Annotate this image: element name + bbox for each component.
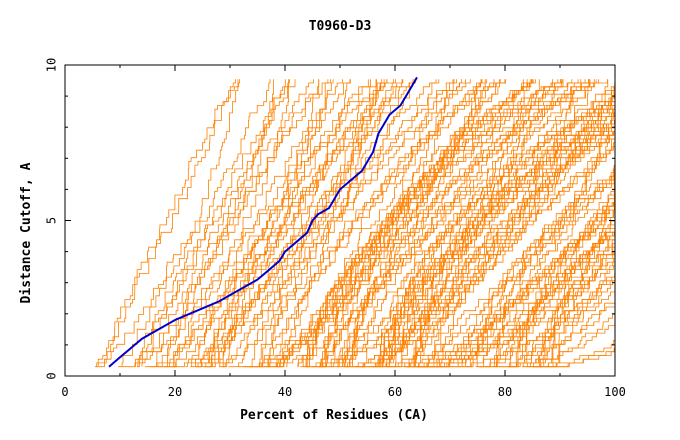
background-series-line xyxy=(356,79,616,368)
background-series-line xyxy=(528,79,616,368)
background-series-line xyxy=(256,79,462,368)
background-series-line xyxy=(118,79,274,368)
chart-title: T0960-D3 xyxy=(309,19,372,34)
y-tick-label: 0 xyxy=(45,372,59,379)
background-series-line xyxy=(238,79,440,367)
background-series-line xyxy=(278,79,501,368)
highlight-series-group xyxy=(108,76,418,368)
background-series-line xyxy=(195,79,385,368)
y-tick-label: 5 xyxy=(45,217,59,224)
background-series-line xyxy=(197,79,377,368)
background-series-line xyxy=(345,79,597,368)
background-series-line xyxy=(375,79,616,368)
background-series-line xyxy=(341,79,579,368)
y-tick-label: 10 xyxy=(45,58,59,72)
background-series-line xyxy=(260,79,466,368)
background-series-line xyxy=(137,79,289,368)
background-series-line xyxy=(361,79,616,368)
background-series-line xyxy=(319,79,559,368)
background-series-line xyxy=(212,79,394,367)
background-series-line xyxy=(348,79,591,368)
background-series-group xyxy=(95,79,616,368)
background-series-line xyxy=(372,79,616,368)
background-series-line xyxy=(317,79,563,368)
background-series-line xyxy=(169,79,351,368)
background-series-line xyxy=(508,79,616,368)
background-series-line xyxy=(380,79,616,367)
background-series-line xyxy=(135,79,286,367)
highlight-series-line xyxy=(108,76,418,368)
x-tick-label: 80 xyxy=(498,385,512,399)
background-series-line xyxy=(162,79,329,368)
background-series-line xyxy=(99,79,239,368)
x-axis-label: Percent of Residues (CA) xyxy=(240,408,428,423)
background-series-line xyxy=(242,79,457,368)
background-series-line xyxy=(264,79,483,368)
background-series-line xyxy=(273,79,500,368)
background-series-line xyxy=(218,79,415,368)
x-tick-label: 20 xyxy=(168,385,182,399)
x-tick-label: 0 xyxy=(61,385,68,399)
background-series-line xyxy=(95,79,240,368)
background-series-line xyxy=(417,79,616,368)
background-series-line xyxy=(386,79,616,367)
background-series-line xyxy=(449,79,616,367)
background-series-line xyxy=(219,79,403,367)
background-series-line xyxy=(141,79,296,367)
background-series-line xyxy=(375,79,616,367)
background-series-line xyxy=(261,79,471,367)
background-series-line xyxy=(205,79,388,368)
x-tick-labels: 0 20 40 60 80 100 xyxy=(61,385,625,399)
x-tick-label: 40 xyxy=(278,385,292,399)
background-series-line xyxy=(277,79,506,368)
background-series-line xyxy=(203,79,396,368)
x-tick-label: 60 xyxy=(388,385,402,399)
y-tick-labels: 0 5 10 xyxy=(45,58,59,380)
background-series-line xyxy=(201,79,388,367)
background-series-line xyxy=(164,79,334,368)
background-series-line xyxy=(306,79,532,368)
background-series-line xyxy=(509,79,616,367)
background-series-line xyxy=(336,79,589,368)
background-series-line xyxy=(320,79,561,367)
background-series-line xyxy=(190,79,377,368)
background-series-line xyxy=(263,79,482,368)
background-series-line xyxy=(404,79,616,368)
background-series-line xyxy=(173,79,343,367)
background-series-line xyxy=(121,79,271,367)
background-series-line xyxy=(158,79,331,368)
background-series-line xyxy=(302,79,531,367)
background-series-line xyxy=(427,79,616,368)
x-tick-label: 100 xyxy=(604,385,626,399)
background-series-line xyxy=(156,79,320,368)
background-series-line xyxy=(382,79,616,367)
y-axis-label: Distance Cutoff, A xyxy=(19,162,34,303)
background-series-line xyxy=(144,79,314,368)
background-series-line xyxy=(489,79,616,367)
background-series-line xyxy=(95,79,236,368)
background-series-line xyxy=(386,79,616,368)
background-series-line xyxy=(137,79,290,367)
axis-ticks xyxy=(64,64,616,377)
background-series-line xyxy=(336,79,582,368)
background-series-line xyxy=(424,79,616,368)
